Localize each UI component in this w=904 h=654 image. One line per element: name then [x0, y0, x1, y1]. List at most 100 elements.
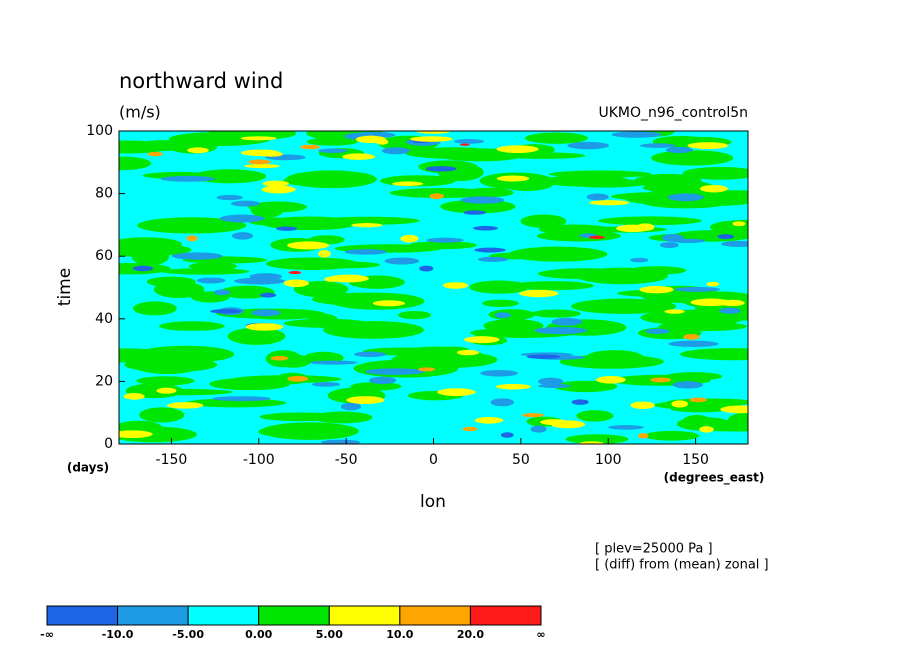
field-patch [171, 252, 223, 260]
y-tick-label: 40 [95, 311, 113, 327]
x-tick-label: 50 [512, 452, 530, 468]
field-patch [212, 396, 271, 402]
field-patch [318, 148, 348, 153]
x-units: (degrees_east) [664, 471, 765, 486]
field-patch [473, 225, 499, 231]
field-patch [408, 241, 477, 250]
field-patch [538, 377, 564, 386]
field-patch [119, 156, 152, 171]
field-patch [384, 257, 420, 265]
annotation: [ (diff) from (mean) zonal ] [595, 558, 769, 573]
field-patch [425, 166, 457, 172]
field-patch [671, 400, 688, 408]
field-patch [630, 401, 655, 409]
field-patch [531, 309, 581, 318]
field-patch [608, 425, 644, 430]
x-tick-label: -50 [335, 452, 358, 468]
field-patch [700, 184, 728, 193]
field-patch [437, 388, 476, 397]
y-tick-label: 20 [95, 373, 113, 389]
field-patch [159, 321, 225, 331]
field-patch [197, 277, 226, 284]
field-patch [209, 377, 291, 391]
field-patch [586, 193, 609, 201]
field-patch [682, 166, 748, 180]
field-patch [442, 282, 469, 289]
field-patch [550, 420, 586, 429]
colorbar-label: -10.0 [102, 628, 134, 641]
field-patch [136, 376, 195, 386]
field-patch [353, 351, 387, 358]
field-patch [392, 181, 424, 186]
colorbar-label: 0.00 [245, 628, 272, 641]
field-patch [525, 132, 588, 144]
field-patch [210, 309, 242, 314]
field-patch [518, 248, 592, 257]
field-patch [595, 375, 626, 384]
field-patch [699, 426, 714, 433]
y-axis-label: time [55, 268, 75, 306]
field-patch [245, 323, 284, 331]
field-patch [482, 299, 519, 308]
field-patch [702, 190, 748, 203]
field-patch [537, 383, 572, 389]
field-patch [139, 407, 185, 423]
field-patch [460, 196, 505, 204]
field-patch [706, 281, 720, 287]
field-patch [658, 321, 747, 332]
field-patch [186, 235, 198, 242]
field-patch [262, 180, 290, 187]
field-patch [346, 396, 385, 405]
x-tick-label: -150 [156, 452, 188, 468]
colorbar-swatch [258, 605, 330, 626]
field-patch [160, 175, 216, 182]
field-patch [520, 214, 567, 228]
y-tick-label: 100 [86, 123, 113, 139]
field-patch [156, 387, 177, 394]
field-patch [571, 399, 589, 405]
field-patch [650, 377, 671, 383]
field-patch [615, 224, 650, 233]
field-patch [261, 185, 296, 194]
field-patch [419, 265, 434, 272]
field-patch [732, 221, 746, 227]
field-patch [571, 298, 677, 314]
y-units: (days) [67, 461, 109, 475]
field-patch [234, 277, 286, 285]
field-patch [153, 281, 205, 299]
field-patch [391, 351, 498, 369]
y-tick-label: 80 [95, 186, 113, 202]
field-patch [213, 289, 231, 296]
field-patch [720, 299, 745, 307]
x-tick-label: 100 [595, 452, 622, 468]
field-patch [372, 300, 405, 307]
colorbar-label: -∞ [40, 628, 54, 641]
field-patch [166, 402, 204, 409]
field-patch [576, 410, 614, 422]
colorbar-swatch [117, 605, 189, 626]
y-tick-label: 0 [104, 436, 113, 452]
colorbar-label: 20.0 [457, 628, 484, 641]
field-patch [410, 136, 453, 142]
field-patch [495, 383, 531, 390]
field-patch [311, 382, 341, 387]
field-patch [689, 397, 707, 403]
field-patch [309, 360, 358, 365]
annotation: [ plev=25000 Pa ] [595, 542, 713, 557]
field-patch [260, 422, 359, 440]
field-patch [668, 340, 719, 348]
colorbar-swatch [469, 605, 542, 626]
field-patch [480, 369, 518, 377]
field-patch [417, 367, 435, 372]
field-patch [453, 139, 485, 144]
field-patch [563, 178, 648, 188]
field-patch [721, 240, 748, 247]
field-patch [463, 210, 486, 215]
field-patch [328, 274, 369, 283]
field-patch [231, 232, 254, 240]
field-patch [727, 412, 748, 429]
field-patch [426, 237, 464, 243]
field-patch [251, 309, 281, 317]
field-patch [351, 223, 383, 228]
